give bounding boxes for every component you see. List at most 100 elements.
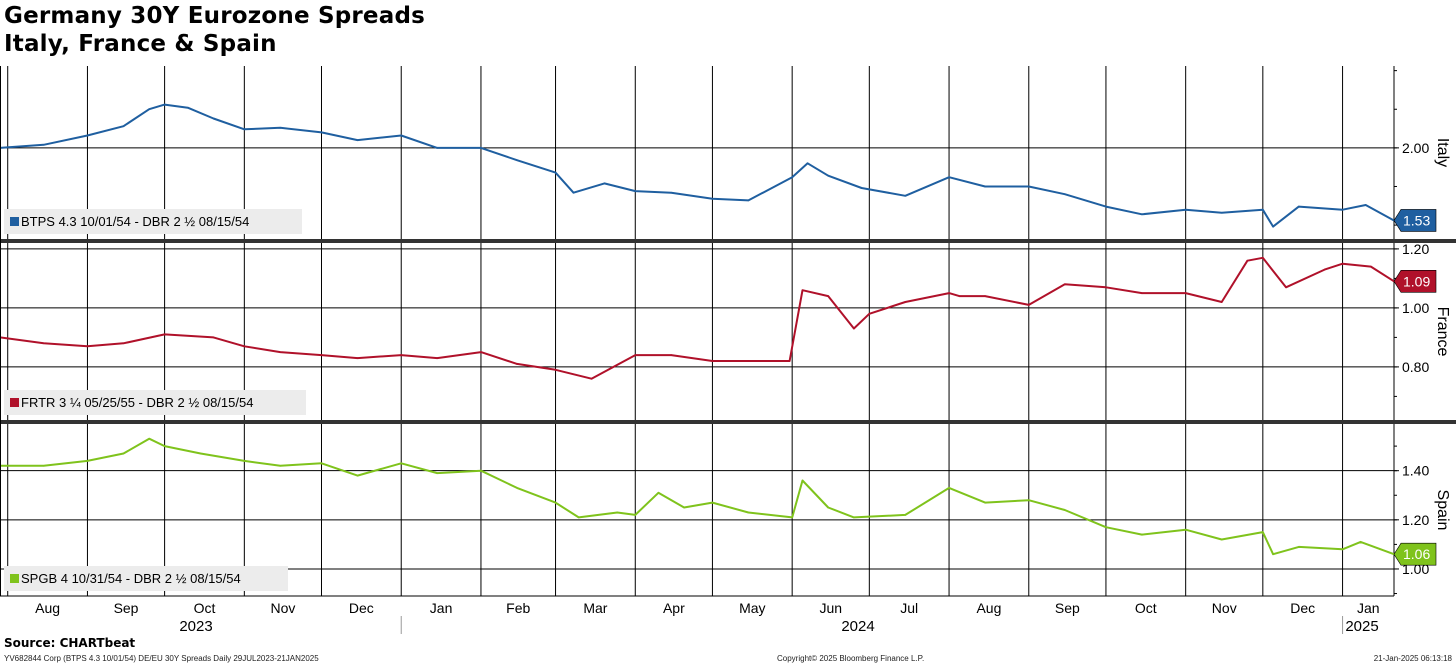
- panel-italy: 2.00 Italy 1.53 BTPS 4.3 10/01/54 - DBR 2 ½…: [0, 66, 1451, 239]
- x-month-label: Nov: [1212, 600, 1237, 616]
- title-line-1: Germany 30Y Eurozone Spreads: [4, 3, 425, 29]
- data-point: [747, 511, 750, 514]
- footer-ticker: YV682844 Corp (BTPS 4.3 10/01/54) DE/EU …: [4, 654, 319, 663]
- series-line-spain: [0, 437, 1395, 556]
- data-point: [1105, 526, 1107, 528]
- legend-swatch: [10, 398, 19, 407]
- data-point: [711, 360, 714, 362]
- data-point: [572, 191, 575, 194]
- data-point: [199, 452, 202, 455]
- data-point: [1364, 204, 1367, 206]
- data-point: [657, 492, 660, 494]
- data-point: [243, 460, 246, 462]
- data-point: [827, 506, 829, 509]
- source-label: Source: CHARTbeat: [4, 636, 136, 650]
- x-year-label: 2023: [179, 618, 212, 635]
- data-point: [186, 106, 189, 109]
- x-month-label: Aug: [35, 600, 60, 616]
- y-tick-label: 0.80: [1402, 359, 1429, 375]
- data-point: [1105, 205, 1107, 208]
- data-point: [1262, 208, 1264, 211]
- data-point: [516, 487, 518, 489]
- data-point: [590, 377, 593, 380]
- data-point: [711, 501, 714, 504]
- data-point: [320, 462, 323, 465]
- data-point: [1063, 509, 1066, 511]
- data-point: [163, 333, 166, 336]
- data-point: [279, 464, 282, 467]
- data-point: [1063, 283, 1066, 286]
- panel-separator: [0, 420, 1456, 424]
- data-point: [791, 176, 793, 179]
- last-value-label: 1.09: [1403, 273, 1430, 289]
- series-line-france: [0, 256, 1395, 380]
- data-point: [577, 516, 580, 519]
- x-month-label: Oct: [1135, 600, 1157, 616]
- data-point: [634, 514, 637, 516]
- data-point: [1341, 262, 1344, 265]
- legend-box: [4, 209, 302, 234]
- data-point: [948, 292, 950, 294]
- data-point: [86, 345, 89, 348]
- x-year-label: 2025: [1345, 618, 1378, 635]
- data-point: [212, 117, 215, 120]
- data-point: [948, 487, 950, 489]
- data-point: [554, 369, 557, 371]
- data-point: [1262, 256, 1264, 259]
- data-point: [1220, 211, 1223, 214]
- legend-box: [4, 390, 306, 415]
- data-point: [948, 176, 950, 179]
- data-point: [1063, 193, 1066, 196]
- axis-title-spain: Spain: [1434, 490, 1451, 531]
- data-point: [791, 516, 793, 519]
- footer-copyright: Copyright© 2025 Bloomberg Finance L.P.: [777, 654, 925, 663]
- data-point: [984, 185, 986, 188]
- data-point: [480, 147, 482, 149]
- last-value-badge: [1393, 270, 1437, 293]
- data-point: [516, 363, 518, 365]
- data-point: [747, 199, 750, 202]
- data-point: [1184, 528, 1187, 531]
- x-month-label: Jun: [819, 600, 842, 616]
- data-point: [868, 313, 871, 315]
- last-value-badge: [1393, 542, 1437, 566]
- data-point: [436, 147, 439, 149]
- x-month-label: Nov: [270, 600, 295, 616]
- data-point: [42, 464, 45, 467]
- data-point: [1246, 259, 1249, 262]
- data-point: [1220, 301, 1223, 303]
- data-point: [1184, 208, 1187, 211]
- data-point: [853, 327, 855, 330]
- panel-france: 0.80 1.00 1.20 France 1.09 FRTR 3 ¼ 05/25/55 …: [0, 241, 1451, 420]
- data-point: [1285, 286, 1287, 289]
- legend-swatch: [10, 217, 19, 226]
- chart-title: Germany 30Y Eurozone Spreads Italy, Fran…: [4, 2, 425, 58]
- x-month-label: Oct: [194, 600, 216, 616]
- x-month-label: Jul: [900, 600, 918, 616]
- data-point: [711, 198, 714, 200]
- last-value-label: 1.06: [1403, 546, 1430, 562]
- title-line-2: Italy, France & Spain: [4, 31, 277, 57]
- data-point: [42, 342, 45, 345]
- data-point: [634, 190, 637, 192]
- data-point: [122, 452, 125, 455]
- data-point: [356, 357, 359, 359]
- data-point: [480, 469, 482, 472]
- data-point: [480, 351, 482, 353]
- data-point: [279, 126, 282, 129]
- legend-swatch: [10, 574, 19, 583]
- data-point: [42, 143, 45, 146]
- y-tick-label: 2.00: [1402, 140, 1429, 156]
- data-point: [122, 342, 125, 345]
- data-point: [163, 103, 166, 106]
- data-point: [243, 128, 246, 131]
- data-point: [436, 357, 439, 359]
- last-value-label: 1.53: [1403, 212, 1430, 228]
- data-point: [122, 125, 125, 128]
- data-point: [356, 474, 359, 477]
- data-point: [163, 445, 166, 447]
- data-point: [1027, 304, 1030, 306]
- data-point: [212, 336, 215, 339]
